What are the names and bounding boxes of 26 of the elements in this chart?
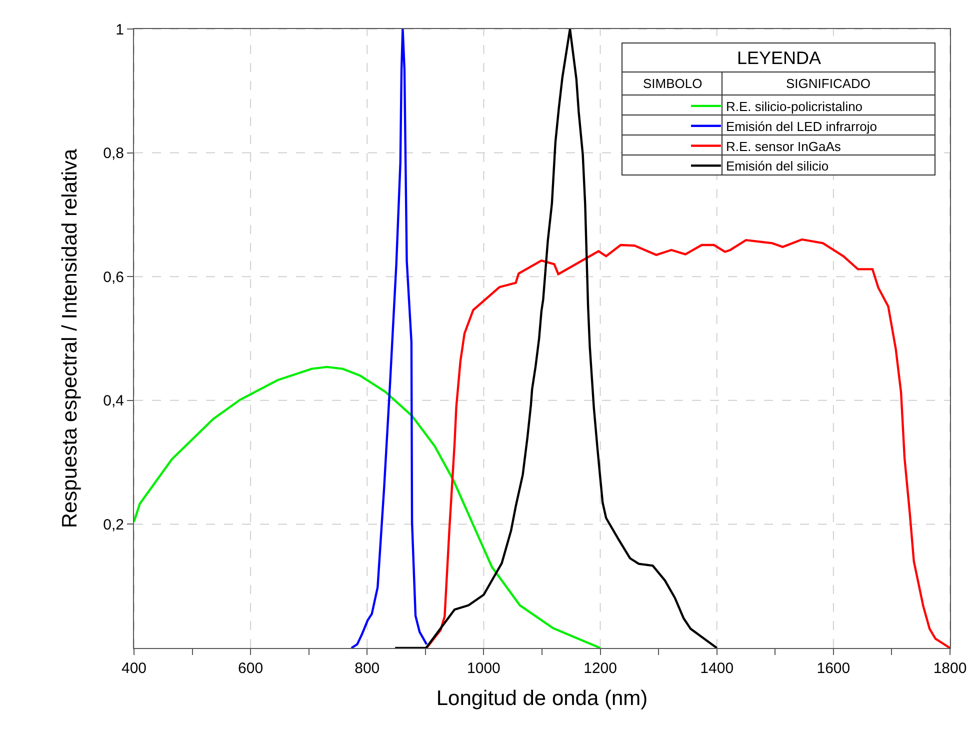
- legend-title: LEYENDA: [737, 48, 822, 68]
- y-tick-label: 0,2: [103, 516, 124, 534]
- legend-label: Emisión del LED infrarrojo: [726, 118, 878, 134]
- x-tick-label: 1000: [467, 660, 500, 677]
- x-tick-label: 1800: [933, 660, 967, 677]
- annotation: SIGNIFICADO: [786, 76, 871, 91]
- x-tick-label: 800: [354, 660, 380, 677]
- legend-label: R.E. silicio-policristalino: [726, 99, 863, 114]
- legend-label: R.E. sensor InGaAs: [726, 138, 842, 154]
- x-tick-label: 1600: [816, 660, 850, 677]
- y-axis-title: Respuesta espectral / Intensidad relativa: [58, 148, 82, 528]
- y-tick-label: 0,6: [103, 268, 124, 286]
- y-tick-label: 0,4: [103, 392, 124, 410]
- x-tick-label: 1400: [700, 660, 734, 677]
- x-tick-label: 600: [238, 660, 264, 677]
- x-tick-label: 1200: [584, 660, 617, 677]
- x-axis-title: Longitud de onda (nm): [436, 687, 648, 710]
- line-series: [394, 29, 718, 648]
- y-tick-label: 1: [116, 21, 124, 38]
- y-tick-label: 0,8: [103, 145, 124, 162]
- line-series: [134, 366, 602, 648]
- annotation: SIMBOLO: [643, 76, 702, 91]
- legend-label: Emisión del silicio: [726, 158, 829, 174]
- x-tick-label: 400: [121, 660, 147, 677]
- line-series: [425, 238, 950, 648]
- line-series: [350, 29, 428, 648]
